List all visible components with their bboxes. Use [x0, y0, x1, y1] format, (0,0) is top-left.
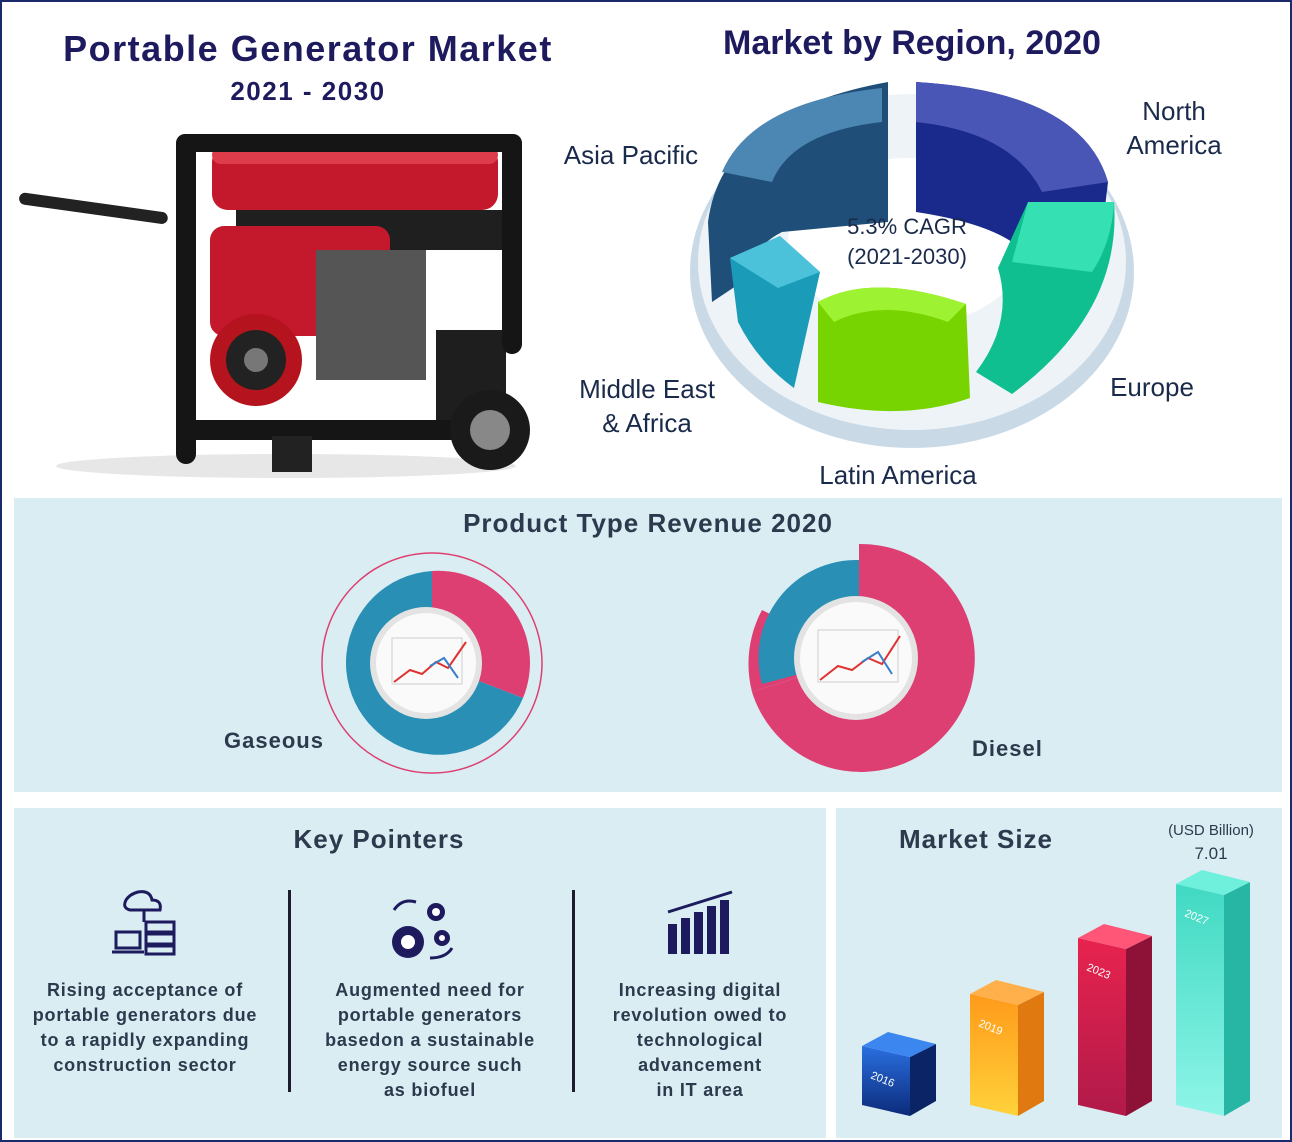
trend-chart-icon	[817, 629, 901, 683]
bar-2027: 2027	[1176, 870, 1250, 1116]
key-pointer-2-text: Augmented need for portable generators b…	[325, 980, 535, 1100]
separator-1	[288, 890, 291, 1092]
cagr-label: 5.3% CAGR (2021-2030)	[792, 212, 1022, 272]
separator-2	[572, 890, 575, 1092]
key-pointer-1-text: Rising acceptance of portable generators…	[32, 980, 258, 1075]
product-type-panel	[14, 498, 1282, 792]
cloud-server-icon	[112, 890, 176, 956]
market-size-value-2027: 7.01	[1194, 844, 1228, 863]
region-segment-latin-america	[818, 287, 970, 412]
label-asia-pacific: Asia Pacific	[563, 140, 699, 170]
cagr-value: 5.3% CAGR	[847, 214, 967, 239]
page-title: Portable Generator Market	[63, 28, 553, 69]
generator-image	[19, 134, 530, 478]
diesel-label: Diesel	[972, 736, 1043, 761]
key-pointer-3-text: Increasing digital revolution owed to te…	[612, 980, 788, 1100]
bar-2023: 2023	[1078, 924, 1152, 1116]
diesel-donut	[748, 543, 975, 772]
page-subtitle: 2021 - 2030	[230, 76, 386, 106]
cagr-period: (2021-2030)	[847, 244, 967, 269]
key-pointers-title: Key Pointers	[293, 824, 465, 854]
key-pointers-panel	[14, 808, 826, 1138]
gaseous-segment-blue	[345, 571, 523, 755]
market-size-bar-chart: 2016 2019 2023 2027	[862, 870, 1250, 1116]
trend-chart-icon	[391, 637, 467, 685]
region-chart-title: Market by Region, 2020	[723, 24, 1101, 62]
region-segment-asia-pacific	[708, 82, 888, 302]
label-north-america: North America	[1126, 96, 1222, 160]
bar-chart-icon	[667, 890, 733, 954]
gears-icon	[392, 899, 454, 960]
label-latin-america: Latin America	[819, 460, 977, 490]
market-size-unit: (USD Billion)	[1168, 822, 1254, 839]
bar-2019: 2019	[970, 980, 1044, 1116]
label-europe: Europe	[1110, 372, 1194, 402]
product-type-title: Product Type Revenue 2020	[463, 508, 833, 538]
gaseous-donut	[321, 552, 543, 774]
region-donut-chart	[690, 82, 1134, 448]
label-mea: Middle East & Africa	[579, 374, 715, 438]
market-size-title: Market Size	[898, 824, 1054, 854]
bar-2016: 2016	[862, 1032, 936, 1116]
gaseous-label: Gaseous	[224, 728, 324, 753]
